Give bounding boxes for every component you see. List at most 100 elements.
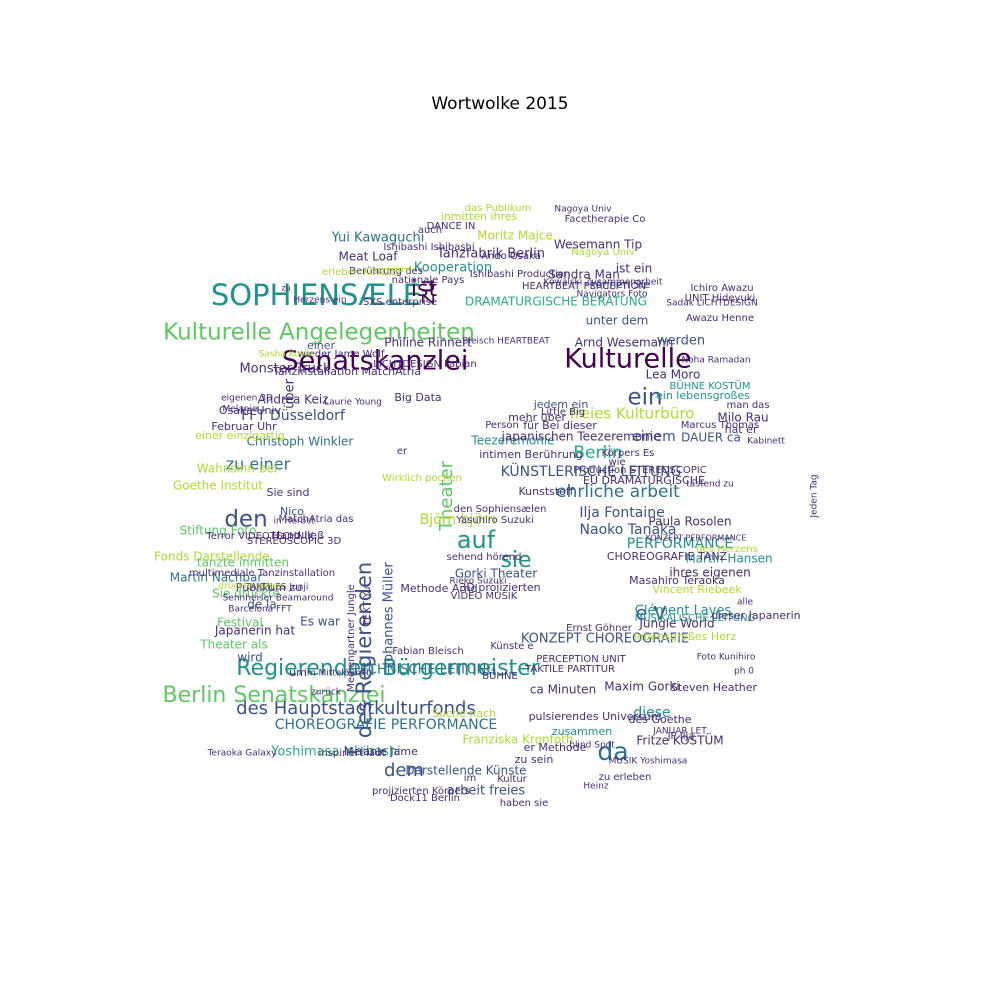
word-cloud-word: Kulturelle Angelegenheiten [163, 320, 475, 346]
word-cloud-word: auch [418, 225, 442, 236]
word-cloud-word: zu [281, 284, 290, 293]
word-cloud-word: einer einzigartig [195, 429, 285, 442]
word-cloud-word: Teraoka Galaxy [207, 749, 277, 759]
word-cloud-word: Japanerin hat [214, 624, 295, 638]
word-cloud-word: den [224, 507, 267, 533]
word-cloud-word: Suche nach [432, 707, 496, 720]
word-cloud-word: Arnd Wesemann [575, 336, 673, 350]
word-cloud-word: alle [737, 598, 754, 608]
word-cloud-word: Heinz [583, 782, 609, 792]
word-cloud-word: ist [411, 277, 438, 302]
word-cloud-word: Terror VIDEOTECHNIK [205, 531, 314, 542]
word-cloud-word: Andrea Keiz [258, 393, 329, 407]
word-cloud-word: inspiriert lädt [319, 748, 386, 759]
word-cloud-word: hat er [725, 423, 758, 436]
word-cloud-word: Christoph Winkler [247, 435, 354, 449]
word-cloud-word: PERCEPTION UNIT [536, 654, 626, 665]
word-cloud-word: Nagoya Univ [554, 205, 612, 215]
word-cloud-word: zu einer [226, 455, 291, 474]
word-cloud-word: Festival [217, 616, 263, 630]
word-cloud-word: ist ein [616, 262, 652, 276]
word-cloud-word: Sandra Man [548, 268, 620, 282]
word-cloud-word: Monster Truck [239, 362, 331, 377]
word-cloud-word: Fabian Bleisch [392, 646, 463, 657]
word-cloud-word: zusammen [552, 725, 612, 738]
word-cloud-word: VIDEO MUSIK [451, 591, 518, 602]
word-cloud-word: wie [608, 457, 625, 468]
word-cloud-word: eigenen 3D [221, 394, 273, 404]
word-cloud-word: Foto Kunihiro [697, 653, 756, 663]
word-cloud-word: dem [384, 760, 424, 781]
word-cloud-word: Milo Rau [717, 411, 768, 425]
word-cloud-word: Fritze KOSTÜM [636, 732, 723, 748]
word-cloud-word: lebensgroßes Herz [634, 630, 737, 643]
word-cloud-word: pulsierendes Universum [529, 710, 662, 723]
word-cloud-word: zu erleben [599, 772, 652, 783]
word-cloud-word: um [289, 666, 307, 679]
word-cloud-word: BÜHNE KOSTÜM [670, 379, 751, 392]
word-cloud-word: Yui Kawaguchi [331, 231, 425, 246]
word-cloud-word: MUSIK Yoshimasa [609, 757, 688, 767]
word-cloud-word: Berlin [573, 443, 622, 463]
word-cloud-word: TEXT Yui [362, 584, 373, 627]
word-cloud-word: Gorki Theater [455, 567, 537, 581]
word-cloud-word: freies Kulturbüro [570, 405, 695, 423]
word-cloud-word: Ishibashi Production [470, 269, 570, 280]
word-cloud-word: KÜNSTLERISCHE LEITUNG [501, 462, 682, 480]
word-cloud-word: Lea Moro [646, 368, 701, 382]
word-cloud-word: im Mittelpunkt [304, 669, 370, 679]
word-cloud-word: einer [307, 339, 336, 352]
word-cloud-word: Ishibashi Ishibashi [383, 242, 474, 253]
word-cloud-word: Senatskanzlei [282, 346, 469, 377]
word-cloud-word: CHOREOGRAFIE TANZ [607, 550, 728, 563]
word-cloud-word: Wirklich pochen [382, 473, 462, 484]
word-cloud-word: DRAMATURGISCHE BERATUNG [465, 295, 647, 309]
word-cloud-word: des Goethe [628, 713, 691, 726]
word-cloud-word: ca Minuten [530, 683, 596, 697]
word-cloud-word: e V [636, 603, 667, 625]
word-cloud-word: ph 0 [734, 667, 754, 677]
word-cloud-word: Facetherapie Co [565, 214, 646, 225]
word-cloud-word: EU DRAMATURGISCHE [583, 474, 705, 487]
word-cloud-word: sehend hörend [447, 552, 522, 563]
word-cloud-word: werden [657, 334, 705, 349]
word-cloud-word: Ichiro Awazu [690, 283, 753, 294]
word-cloud-word: projizierten Körpers [372, 786, 470, 797]
word-cloud-word: Naoko Tanaka [580, 522, 677, 538]
word-cloud-word: Darstellende Künste [405, 764, 526, 778]
word-cloud-word: SXS enterprise [363, 297, 437, 308]
word-cloud-word: mehr über [508, 411, 566, 424]
word-cloud-word: Theater als [199, 638, 267, 652]
word-cloud-word: ihres eigenen [669, 566, 750, 580]
word-cloud-word: einem [632, 429, 676, 445]
word-cloud-word: ein lebensgroßes [656, 389, 750, 402]
word-cloud-word: da [597, 737, 628, 766]
word-cloud-word: Künste e [490, 641, 533, 652]
word-cloud-word: Berlin Senatskanzlei [163, 683, 386, 708]
word-cloud-word: BÜHNE [482, 669, 518, 682]
word-cloud-word: Kabinett [747, 437, 785, 447]
word-cloud-word: Moritz Majce [477, 229, 553, 243]
word-cloud-word: Wahnsinn bei [197, 462, 278, 476]
word-cloud-word: MUSIKALISCHE LEITUNG [635, 613, 756, 624]
word-cloud-word: Wesemann Tip [554, 238, 642, 252]
word-cloud-word: TAKTILES Junji [245, 583, 309, 593]
word-cloud-word: Nagoya Univ [571, 247, 635, 258]
word-cloud-word: CHOREOGRAFIE PERFORMANCE [275, 717, 498, 733]
word-cloud-word: DAUER ca [681, 431, 741, 445]
word-cloud-word: Big Data [394, 391, 441, 404]
word-cloud-word: JANUAR LET [652, 727, 707, 737]
word-cloud-word: für Bei dieser [523, 419, 597, 432]
word-cloud-word: JP Ilja [667, 731, 695, 742]
word-cloud-word: Laurie Young [324, 398, 382, 408]
word-cloud-word: Noha Ramadan [681, 356, 750, 366]
word-cloud-word: des Herzens [696, 544, 758, 555]
word-cloud-word: FFT Düsseldorf [241, 408, 346, 424]
word-cloud-word: Melanie [222, 405, 258, 415]
word-cloud-word: Johannes Müller [382, 562, 397, 667]
word-cloud-word: auf [457, 526, 496, 554]
word-cloud-word: Goethe Institut [173, 479, 263, 493]
word-cloud-word: Yasuhiro Suzuki [455, 515, 534, 526]
word-cloud-word: Bleisch HEARTBEAT [462, 337, 550, 347]
word-cloud-word: Vincent Riebeek [652, 583, 742, 596]
